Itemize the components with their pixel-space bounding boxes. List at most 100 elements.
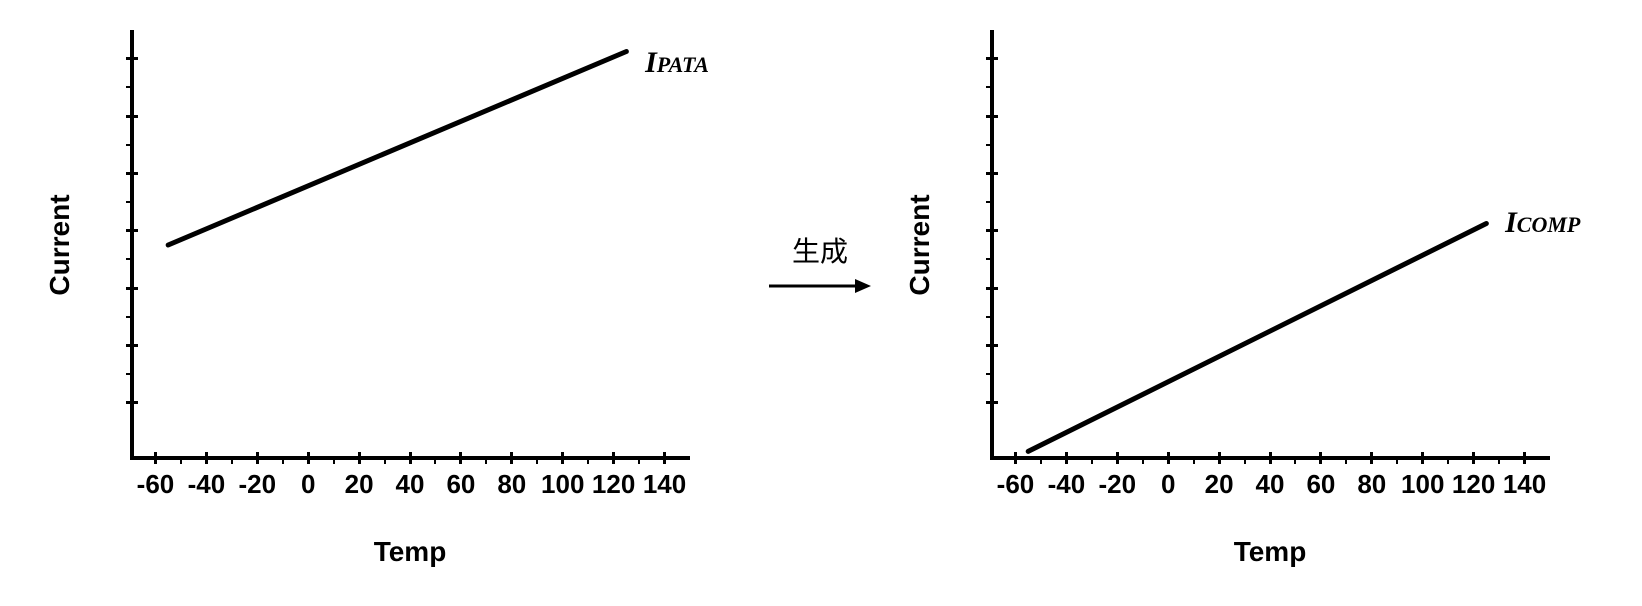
x-tick-label: 140: [1503, 469, 1546, 500]
x-tick: [1319, 452, 1322, 464]
x-tick-minor: [231, 457, 233, 464]
y-tick: [126, 287, 138, 290]
x-tick-label: -60: [997, 469, 1035, 500]
x-axis-label: Temp: [374, 536, 447, 568]
x-tick: [663, 452, 666, 464]
x-tick-label: 20: [345, 469, 374, 500]
x-tick: [1421, 452, 1424, 464]
x-tick: [1065, 452, 1068, 464]
x-tick-label: 100: [1401, 469, 1444, 500]
plot-area: ICOMP: [990, 30, 1550, 460]
series-label: IPATA: [645, 46, 709, 80]
x-tick-label: 60: [446, 469, 475, 500]
x-tick-label: 120: [1452, 469, 1495, 500]
x-tick-label: 60: [1306, 469, 1335, 500]
y-tick: [986, 344, 998, 347]
transform-arrow: 生成: [760, 230, 880, 303]
x-tick-minor: [638, 457, 640, 464]
y-axis-label: Current: [904, 194, 936, 295]
x-tick-label: -40: [188, 469, 226, 500]
y-tick: [986, 401, 998, 404]
x-tick-minor: [1091, 457, 1093, 464]
y-tick: [986, 172, 998, 175]
x-tick: [1370, 452, 1373, 464]
y-tick: [986, 115, 998, 118]
x-tick: [409, 452, 412, 464]
y-tick-minor: [986, 373, 993, 375]
y-tick-minor: [126, 144, 133, 146]
x-tick-label: 0: [301, 469, 315, 500]
x-tick: [1523, 452, 1526, 464]
arrow-icon: [765, 274, 875, 298]
y-tick-minor: [126, 86, 133, 88]
x-tick: [561, 452, 564, 464]
figure-container: Current IPATA Temp -60 -40 -20 0 20 40 60 80 100…: [0, 0, 1642, 606]
y-tick: [126, 401, 138, 404]
x-tick-label: -20: [1098, 469, 1136, 500]
x-tick-minor: [333, 457, 335, 464]
x-tick-label: 40: [396, 469, 425, 500]
x-tick-minor: [1040, 457, 1042, 464]
plot-area: IPATA: [130, 30, 690, 460]
x-tick-label: 80: [1357, 469, 1386, 500]
y-tick-minor: [126, 316, 133, 318]
y-tick-minor: [986, 316, 993, 318]
y-tick: [126, 344, 138, 347]
y-tick: [126, 229, 138, 232]
y-tick-minor: [986, 144, 993, 146]
x-tick: [612, 452, 615, 464]
y-tick-minor: [126, 373, 133, 375]
y-tick: [126, 57, 138, 60]
x-tick: [358, 452, 361, 464]
x-tick-label: 80: [497, 469, 526, 500]
x-tick-label: -60: [137, 469, 175, 500]
x-tick-label: 20: [1205, 469, 1234, 500]
y-tick-minor: [126, 201, 133, 203]
x-tick-label: 40: [1256, 469, 1285, 500]
y-tick: [986, 57, 998, 60]
series-label: ICOMP: [1505, 206, 1580, 240]
x-tick-minor: [536, 457, 538, 464]
x-axis-label: Temp: [1234, 536, 1307, 568]
x-tick-minor: [1142, 457, 1144, 464]
x-tick: [205, 452, 208, 464]
x-tick-minor: [1396, 457, 1398, 464]
x-tick: [1167, 452, 1170, 464]
x-tick: [1269, 452, 1272, 464]
x-tick: [1116, 452, 1119, 464]
x-tick-minor: [434, 457, 436, 464]
y-tick-minor: [126, 258, 133, 260]
x-tick: [1014, 452, 1017, 464]
x-tick-minor: [282, 457, 284, 464]
x-tick: [256, 452, 259, 464]
x-tick-label: -40: [1048, 469, 1086, 500]
x-tick-minor: [180, 457, 182, 464]
chart-icomp: Current ICOMP Temp -60 -40 -20 0 20 40 60 80 100…: [880, 10, 1580, 570]
y-tick: [126, 115, 138, 118]
x-tick: [154, 452, 157, 464]
x-tick: [1472, 452, 1475, 464]
x-tick: [510, 452, 513, 464]
x-tick: [307, 452, 310, 464]
y-tick: [986, 229, 998, 232]
chart-ipata: Current IPATA Temp -60 -40 -20 0 20 40 60 80 100…: [20, 10, 720, 570]
arrow-label: 生成: [760, 230, 880, 270]
y-tick-minor: [986, 86, 993, 88]
data-line: [990, 30, 1550, 460]
y-tick-minor: [986, 201, 993, 203]
x-tick-label: 120: [592, 469, 635, 500]
x-tick-label: -20: [238, 469, 276, 500]
x-tick-minor: [1447, 457, 1449, 464]
y-tick: [126, 172, 138, 175]
x-tick-minor: [587, 457, 589, 464]
x-tick-minor: [1193, 457, 1195, 464]
x-tick-minor: [1498, 457, 1500, 464]
x-tick: [459, 452, 462, 464]
x-tick-minor: [1294, 457, 1296, 464]
x-tick-label: 0: [1161, 469, 1175, 500]
y-axis-label: Current: [44, 194, 76, 295]
x-tick-minor: [1345, 457, 1347, 464]
x-tick-label: 100: [541, 469, 584, 500]
y-tick-minor: [986, 258, 993, 260]
x-tick-minor: [1244, 457, 1246, 464]
